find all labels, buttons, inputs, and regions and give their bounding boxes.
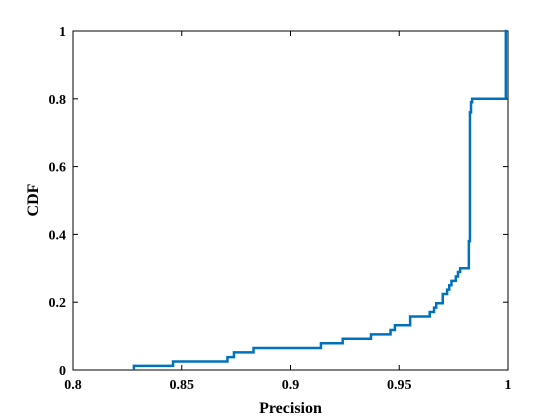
- y-tick-label: 0.8: [49, 93, 67, 108]
- x-axis-title: Precision: [259, 400, 322, 417]
- x-tick-label: 0.85: [170, 378, 195, 393]
- y-axis: 0 0.2 0.4 0.6 0.8 1: [49, 25, 508, 379]
- y-tick-label: 1: [59, 25, 66, 40]
- x-tick-label: 1: [505, 378, 512, 393]
- x-tick-label: 0.95: [387, 378, 412, 393]
- y-tick-label: 0.4: [49, 228, 67, 243]
- x-tick-label: 0.9: [282, 378, 300, 393]
- y-axis-title: CDF: [25, 183, 42, 216]
- plot-frame: [72, 30, 509, 371]
- cdf-series-line: [132, 29, 508, 370]
- x-axis: 0.8 0.85 0.9 0.95 1: [64, 31, 512, 393]
- x-tick-label: 0.8: [64, 378, 82, 393]
- y-tick-label: 0.2: [49, 296, 67, 311]
- y-tick-label: 0.6: [49, 161, 67, 176]
- y-tick-label: 0: [59, 364, 66, 379]
- series-layer: [132, 29, 508, 370]
